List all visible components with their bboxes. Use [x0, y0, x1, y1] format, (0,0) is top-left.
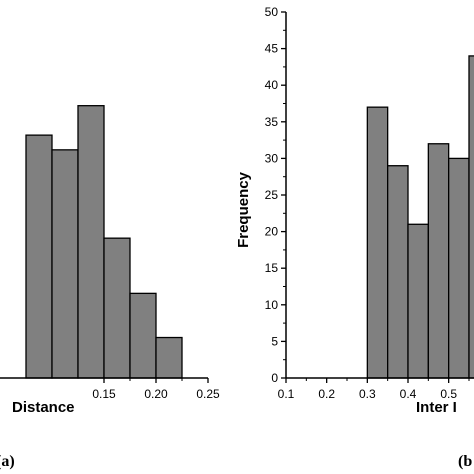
panel-b-y-tick-label: 40	[265, 78, 279, 92]
panel-b-bar	[387, 165, 409, 379]
panel-a-histogram: 0.15 0.20 0.25	[0, 105, 220, 401]
panel-b-x-tick-label: 0.5	[440, 387, 457, 401]
panel-b-x-axis-title: Inter I	[416, 399, 457, 416]
panel-b-y-tick-label: 20	[265, 225, 279, 239]
panel-b-y-tick-label: 10	[265, 298, 279, 312]
panel-a-x-axis-title: Distance	[12, 399, 75, 416]
panel-b-x-tick-label: 0.2	[318, 387, 335, 401]
panel-b-y-tick-label: 45	[265, 42, 279, 56]
panel-b-y-tick-label: 15	[265, 261, 279, 275]
panel-b-bar	[366, 106, 389, 379]
panel-a-tag: (a)	[0, 453, 15, 470]
panel-a-bar	[129, 292, 157, 379]
panel-b-y-tick-label: 0	[271, 371, 278, 385]
panel-b-y-tick-label: 25	[265, 188, 279, 202]
panel-b-x-tick-label: 0.4	[400, 387, 417, 401]
panel-b-y-tick-label: 5	[271, 334, 278, 348]
panel-b-bar	[407, 223, 429, 379]
panel-b-x-tick-label: 0.1	[278, 387, 295, 401]
panel-b-x-tick-label: 0.3	[359, 387, 376, 401]
panel-a-x-tick-label: 0.20	[144, 387, 168, 401]
panel-b-y-tick-label: 35	[265, 115, 279, 129]
panel-b-bar	[448, 157, 470, 379]
panel-b-tag: (b	[458, 453, 472, 470]
panel-a-bar	[25, 134, 53, 379]
panel-b-y-tick-label: 50	[265, 5, 279, 19]
panel-b-y-tick-label: 30	[265, 151, 279, 165]
panel-b-bar	[427, 143, 450, 379]
panel-a-bar	[103, 237, 131, 379]
panel-a-bar	[77, 105, 105, 379]
panel-b-bar	[468, 55, 474, 379]
panel-b-y-axis-title: Frequency	[235, 171, 252, 248]
panel-b-histogram: 0.10.20.30.40.50.605101520253035404550	[265, 5, 474, 401]
panel-a-x-tick-label: 0.15	[92, 387, 116, 401]
panel-a-x-tick-label: 0.25	[196, 387, 220, 401]
panel-a-bar	[51, 149, 79, 379]
panel-a-bar	[155, 336, 183, 379]
